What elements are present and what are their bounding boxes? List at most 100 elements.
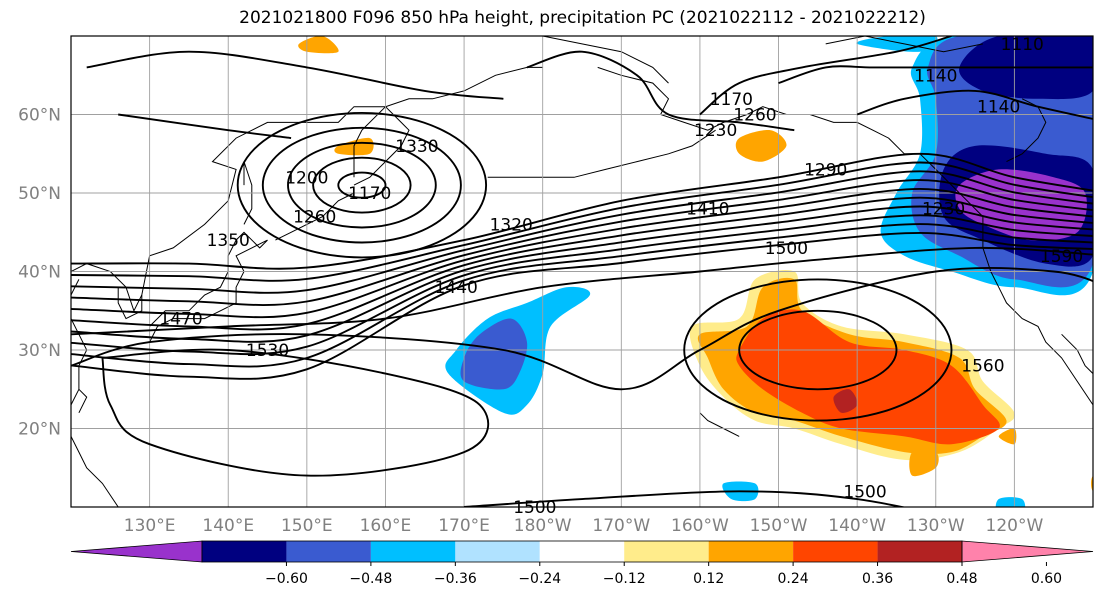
contour-line [71, 179, 1093, 306]
lat-tick-label: 60°N [18, 106, 61, 126]
colorbar-bin [539, 541, 625, 562]
contour-line [71, 205, 1093, 343]
contour-label: 1410 [686, 200, 729, 220]
axis-labels: 20°N 30°N 40°N 50°N 60°N 130°E 140°E 150°E 160°E… [18, 106, 1043, 537]
colorbar-tick-label: 0.36 [862, 571, 893, 587]
lon-tick-label: 140°E [202, 516, 254, 536]
colorbar-tick-label: 0.48 [946, 571, 977, 587]
precip-area [736, 309, 1000, 445]
contour-label: 1350 [207, 231, 250, 251]
lat-tick-label: 20°N [18, 420, 61, 440]
lat-tick-label: 40°N [18, 263, 61, 283]
contour-line [312, 156, 412, 214]
map-title: 2021021800 F096 850 hPa height, precipit… [239, 8, 926, 28]
contour-line [118, 113, 292, 140]
precip-area [298, 36, 339, 54]
coastline [1061, 333, 1093, 374]
lon-tick-label: 130°W [907, 516, 965, 536]
coastlines [71, 36, 1093, 507]
lon-tick-label: 170°E [438, 516, 490, 536]
contour-label: 1500 [765, 239, 808, 259]
contour-label: 1110 [1001, 35, 1044, 55]
contour-label: 1140 [914, 66, 957, 86]
precip-area [998, 428, 1017, 445]
colorbar-bin [202, 541, 287, 562]
contour-label: 1230 [922, 200, 965, 220]
contour-line [71, 214, 1093, 356]
colorbar-tick-label: −0.48 [349, 571, 392, 587]
precip-area [995, 497, 1026, 507]
precip-area [833, 389, 858, 414]
lon-tick-label: 120°W [986, 516, 1044, 536]
lon-tick-label: 160°W [671, 516, 729, 536]
contour-label: 1440 [435, 278, 478, 298]
colorbar-bin [624, 541, 709, 562]
contour-line [699, 36, 952, 116]
colorbar-bin [708, 541, 794, 562]
coastline [699, 412, 740, 437]
lon-tick-label: 150°E [281, 516, 333, 536]
contour-label: 1560 [961, 357, 1004, 377]
contour-line [261, 126, 462, 244]
lon-tick-label: 130°E [124, 516, 176, 536]
contour-label: 1330 [395, 137, 438, 157]
contour-label: 1170 [348, 184, 391, 204]
colorbar-bin [793, 541, 878, 562]
contour-label: 1500 [513, 498, 556, 518]
lon-tick-label: 160°E [360, 516, 412, 536]
colorbar-bin [286, 541, 371, 562]
contour-line [71, 246, 1093, 336]
lat-tick-label: 50°N [18, 184, 61, 204]
colorbar-tick-label: −0.24 [518, 571, 561, 587]
contour-line [856, 89, 1093, 120]
colorbar-extend-low [70, 540, 203, 563]
gridlines [71, 36, 1093, 507]
colorbar-tick-label: −0.12 [603, 571, 646, 587]
contour-line [86, 50, 504, 100]
contour-label: 1140 [977, 98, 1020, 118]
coastline [353, 105, 410, 186]
colorbar-tick-label: −0.36 [434, 571, 477, 587]
contour-line [71, 161, 1093, 282]
contour-line [287, 141, 437, 229]
lat-tick-label: 30°N [18, 341, 61, 361]
contour-line [71, 170, 1093, 294]
contour-line [71, 196, 1093, 331]
contour-line [71, 231, 1093, 380]
contour-label: 1470 [159, 310, 202, 330]
colorbar: −0.60 −0.48 −0.36 −0.24 −0.12 0.12 0.24 0.36 0.4… [70, 540, 1094, 587]
coastline [487, 129, 716, 178]
coastline [117, 287, 143, 320]
coastline [71, 436, 119, 507]
coastline [243, 161, 253, 225]
map-frame [70, 35, 1094, 508]
contour-line [71, 187, 1093, 319]
precip-area [955, 169, 1087, 241]
contour-label: 1320 [490, 215, 533, 235]
precip-area [909, 449, 939, 477]
contour-line [71, 223, 1093, 368]
coastline [597, 66, 920, 155]
contour-line [464, 490, 908, 507]
contour-label: 1260 [733, 106, 776, 126]
precip-area [460, 318, 528, 390]
contour-label: 1260 [293, 208, 336, 228]
colorbar-extend-high [961, 540, 1094, 563]
contour-label: 1200 [285, 168, 328, 188]
colorbar-tick-label: 0.60 [1031, 571, 1062, 587]
lon-tick-label: 170°W [592, 516, 650, 536]
contour-label: 1530 [246, 341, 289, 361]
contour-line [71, 267, 1093, 391]
coastline [78, 388, 88, 414]
precip-area [856, 36, 938, 52]
contour-labels: 1110114011401170117012001230123012601260… [159, 35, 1083, 518]
contour-line [101, 348, 490, 477]
lon-tick-label: 180°W [514, 516, 572, 536]
contour-label: 1500 [843, 482, 886, 502]
lon-tick-label: 150°W [750, 516, 808, 536]
contour-label: 1170 [710, 90, 753, 110]
colorbar-bin [455, 541, 540, 562]
colorbar-tick-label: 0.24 [778, 571, 809, 587]
contour-line [683, 278, 953, 422]
contour-line [71, 152, 1093, 270]
